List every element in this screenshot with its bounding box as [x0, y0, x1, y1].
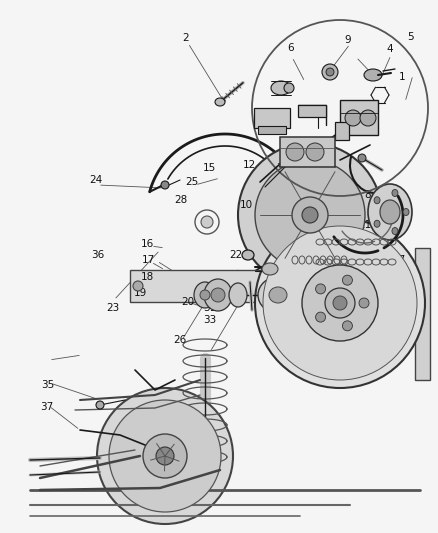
Text: 12: 12 — [242, 160, 256, 170]
Ellipse shape — [97, 388, 233, 524]
Ellipse shape — [359, 298, 369, 308]
Ellipse shape — [302, 265, 378, 341]
Ellipse shape — [143, 434, 187, 478]
Ellipse shape — [269, 287, 287, 303]
Ellipse shape — [343, 321, 353, 331]
Ellipse shape — [302, 207, 318, 223]
Text: 20: 20 — [181, 297, 194, 307]
Ellipse shape — [263, 226, 417, 380]
Text: 37: 37 — [40, 402, 53, 412]
Text: 19: 19 — [134, 288, 147, 298]
Text: 15: 15 — [202, 163, 215, 173]
Bar — [298, 105, 326, 117]
Text: 10: 10 — [240, 200, 253, 210]
Ellipse shape — [133, 281, 143, 291]
Ellipse shape — [271, 81, 291, 95]
Ellipse shape — [255, 218, 425, 388]
Ellipse shape — [156, 447, 174, 465]
Text: 14: 14 — [371, 217, 384, 227]
Text: 36: 36 — [92, 250, 105, 260]
Text: 5: 5 — [407, 32, 413, 42]
Ellipse shape — [292, 197, 328, 233]
Ellipse shape — [306, 143, 324, 161]
Ellipse shape — [242, 250, 254, 260]
Polygon shape — [415, 248, 430, 380]
Ellipse shape — [403, 208, 409, 215]
Ellipse shape — [238, 143, 382, 287]
Text: 33: 33 — [203, 315, 217, 325]
Ellipse shape — [392, 189, 398, 197]
Text: 31: 31 — [203, 303, 217, 313]
Ellipse shape — [360, 110, 376, 126]
Text: 26: 26 — [173, 335, 187, 345]
Text: 16: 16 — [140, 239, 154, 249]
Bar — [130, 270, 390, 302]
Text: 34: 34 — [281, 335, 295, 345]
Ellipse shape — [229, 283, 247, 307]
Ellipse shape — [325, 288, 355, 318]
Ellipse shape — [204, 279, 232, 311]
Bar — [340, 100, 378, 135]
Text: 32: 32 — [321, 317, 335, 327]
Ellipse shape — [258, 277, 298, 313]
Ellipse shape — [374, 220, 380, 227]
Text: 17: 17 — [141, 255, 155, 265]
Ellipse shape — [211, 288, 225, 302]
Text: 25: 25 — [185, 177, 198, 187]
Ellipse shape — [284, 83, 294, 93]
Ellipse shape — [255, 160, 365, 270]
Ellipse shape — [201, 216, 213, 228]
Ellipse shape — [316, 284, 325, 294]
Text: 21: 21 — [358, 220, 371, 230]
Text: 29: 29 — [290, 320, 303, 330]
Ellipse shape — [322, 64, 338, 80]
Ellipse shape — [316, 312, 325, 322]
Text: 7: 7 — [328, 170, 336, 180]
Text: 6: 6 — [288, 43, 294, 53]
Text: 35: 35 — [41, 380, 55, 390]
Ellipse shape — [215, 98, 225, 106]
Text: 11: 11 — [281, 170, 295, 180]
Ellipse shape — [262, 263, 278, 275]
Ellipse shape — [194, 282, 216, 308]
Text: 27: 27 — [392, 255, 406, 265]
Text: 9: 9 — [345, 35, 351, 45]
Text: 3: 3 — [276, 163, 283, 173]
Ellipse shape — [161, 181, 169, 189]
Ellipse shape — [364, 69, 382, 81]
Text: 23: 23 — [106, 303, 120, 313]
Ellipse shape — [380, 200, 400, 224]
Ellipse shape — [368, 184, 412, 240]
Text: 18: 18 — [140, 272, 154, 282]
Text: 13: 13 — [308, 173, 321, 183]
Ellipse shape — [333, 296, 347, 310]
Text: 2: 2 — [183, 33, 189, 43]
Ellipse shape — [286, 143, 304, 161]
Ellipse shape — [326, 68, 334, 76]
Text: 28: 28 — [174, 195, 187, 205]
Ellipse shape — [96, 401, 104, 409]
Ellipse shape — [343, 275, 353, 285]
Bar — [258, 126, 286, 134]
Text: 22: 22 — [230, 250, 243, 260]
Text: 30: 30 — [265, 313, 279, 323]
Bar — [335, 122, 349, 140]
Text: 1: 1 — [399, 72, 405, 82]
Ellipse shape — [345, 110, 361, 126]
Text: 8: 8 — [365, 190, 371, 200]
Ellipse shape — [358, 154, 366, 162]
Bar — [280, 137, 335, 167]
Bar — [254, 108, 290, 128]
Ellipse shape — [392, 228, 398, 235]
Text: 4: 4 — [387, 44, 393, 54]
Ellipse shape — [200, 290, 210, 300]
Text: 24: 24 — [89, 175, 102, 185]
Ellipse shape — [374, 197, 380, 204]
Ellipse shape — [109, 400, 221, 512]
